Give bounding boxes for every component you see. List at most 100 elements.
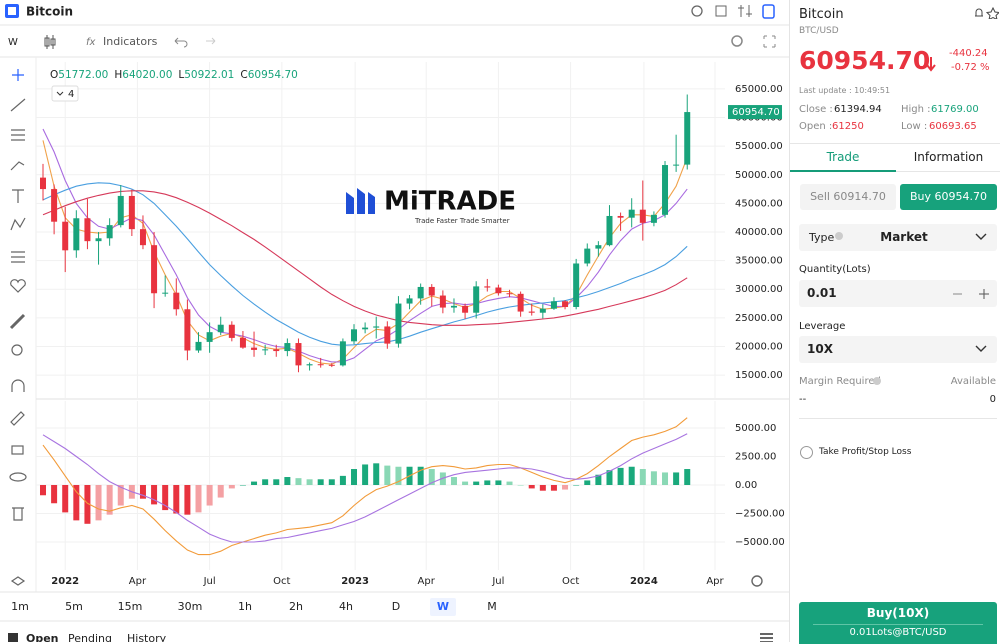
candle-body xyxy=(517,293,524,312)
compare-icon[interactable] xyxy=(738,5,752,17)
submit-button[interactable]: Buy(10X) 0.01Lots@BTC/USD xyxy=(799,602,997,644)
macd-bar xyxy=(606,470,613,485)
sell-button[interactable]: Sell 60914.70 xyxy=(800,184,896,210)
fx-icon[interactable]: fx xyxy=(86,37,96,48)
redo[interactable] xyxy=(206,37,216,45)
last-update: Last update : 10:49:51 xyxy=(799,86,891,95)
timeframe[interactable]: 5m xyxy=(65,600,83,613)
projection-tool[interactable] xyxy=(11,251,25,263)
count-box[interactable] xyxy=(51,85,79,102)
macd-bar xyxy=(339,475,346,485)
text-tool[interactable] xyxy=(12,189,24,203)
timeframe[interactable]: 2h xyxy=(289,600,303,613)
y-tick-label: 0.00 xyxy=(735,480,757,491)
timeframe[interactable]: 1h xyxy=(238,600,252,613)
x-tick-label: Jul xyxy=(203,576,216,587)
tpsl-radio[interactable] xyxy=(800,446,813,459)
quantity-input[interactable]: 0.01 xyxy=(799,280,997,307)
measure-tool[interactable] xyxy=(9,313,26,330)
candle-body xyxy=(273,349,280,352)
type-select[interactable]: Type Market xyxy=(799,224,997,251)
favorite-icon[interactable] xyxy=(985,7,999,19)
candle-body xyxy=(95,238,102,242)
candle-body xyxy=(550,301,557,309)
info-icon[interactable] xyxy=(873,377,881,385)
timeframe[interactable]: 15m xyxy=(118,600,143,613)
tab-icon xyxy=(8,633,18,642)
line-tool[interactable] xyxy=(10,98,26,112)
macd-bar xyxy=(628,466,635,485)
leverage-value: 10X xyxy=(807,342,833,356)
x-tick-label: Apr xyxy=(418,576,436,587)
indicators-button[interactable]: Indicators xyxy=(103,35,158,48)
timeframe[interactable]: 1m xyxy=(11,600,29,613)
count-dropdown[interactable]: 4 xyxy=(51,85,79,102)
visibility-tool[interactable] xyxy=(9,472,27,482)
zoom-tool[interactable] xyxy=(11,344,23,356)
high-label: High : xyxy=(901,104,931,115)
lock-tool[interactable] xyxy=(11,445,24,455)
margin-label: Margin Required xyxy=(799,376,881,387)
y-tick-label: 40000.00 xyxy=(735,227,783,238)
axis-settings[interactable] xyxy=(751,575,763,587)
leverage-label: Leverage xyxy=(799,321,846,332)
timeframe[interactable]: 30m xyxy=(178,600,203,613)
x-tick-label: 2023 xyxy=(341,576,369,587)
moving-average xyxy=(42,128,688,363)
menu-icon[interactable] xyxy=(760,633,773,642)
favorite-tool[interactable] xyxy=(10,279,26,293)
trade-panel: Bitcoin BTC/USD 60954.70 -440.24 -0.72 %… xyxy=(789,0,1000,644)
buy-button[interactable]: Buy 60954.70 xyxy=(900,184,997,210)
crosshair-tool[interactable] xyxy=(12,69,24,81)
macd-bar xyxy=(473,481,480,485)
open-label: Open : xyxy=(799,121,833,132)
position-tab[interactable]: Open xyxy=(26,632,59,642)
chart-panel: Bitcoin W fx Indicators 2022 Apr Jul Oct 202… xyxy=(0,4,789,642)
layout-icon[interactable] xyxy=(715,5,727,17)
layers-tool[interactable] xyxy=(10,576,26,586)
refresh-icon[interactable] xyxy=(691,5,703,17)
candle-body xyxy=(151,245,158,294)
panel-toggle[interactable] xyxy=(762,4,775,19)
candle-body xyxy=(317,364,324,366)
tab-information[interactable]: Information xyxy=(913,150,984,164)
delete-tool[interactable] xyxy=(12,507,24,521)
candle-body xyxy=(284,343,291,352)
fib-tool[interactable] xyxy=(11,129,25,141)
timeframe[interactable]: D xyxy=(392,600,400,613)
candle-body xyxy=(162,292,169,294)
info-icon[interactable] xyxy=(835,232,843,240)
increment[interactable] xyxy=(979,289,989,299)
position-tab[interactable]: History xyxy=(127,632,167,642)
timeframe[interactable]: M xyxy=(487,600,497,613)
macd-bar xyxy=(62,485,69,513)
candle-body xyxy=(128,195,135,230)
settings-icon[interactable] xyxy=(731,35,743,47)
leverage-select[interactable]: 10X xyxy=(799,336,997,363)
candle-body xyxy=(473,286,480,313)
tab-trade[interactable]: Trade xyxy=(826,150,860,164)
macd-bar xyxy=(428,469,435,485)
timeframe[interactable]: W xyxy=(437,600,449,613)
macd-bar xyxy=(84,485,91,524)
macd-bar xyxy=(295,478,302,485)
ohlc-key: H xyxy=(114,69,122,81)
drawing-tools xyxy=(9,69,27,586)
position-tab[interactable]: Pending xyxy=(68,632,112,642)
undo[interactable] xyxy=(174,37,188,48)
count-label: 4 xyxy=(68,89,74,100)
alert-icon[interactable] xyxy=(975,8,983,17)
pattern-tool[interactable] xyxy=(10,217,26,231)
interval[interactable]: W xyxy=(8,37,18,48)
draw-mode-tool[interactable] xyxy=(10,411,25,426)
magnet-tool[interactable] xyxy=(11,379,25,392)
candle-body xyxy=(117,195,124,226)
timeframe[interactable]: 4h xyxy=(339,600,353,613)
brush-tool[interactable] xyxy=(10,161,25,171)
macd-line xyxy=(42,417,688,556)
macd-bar xyxy=(539,485,546,491)
chart-type-icon[interactable] xyxy=(44,35,56,49)
macd-bar xyxy=(106,485,113,515)
symbol-title[interactable]: Bitcoin xyxy=(26,5,73,19)
fullscreen-icon[interactable] xyxy=(763,35,776,48)
